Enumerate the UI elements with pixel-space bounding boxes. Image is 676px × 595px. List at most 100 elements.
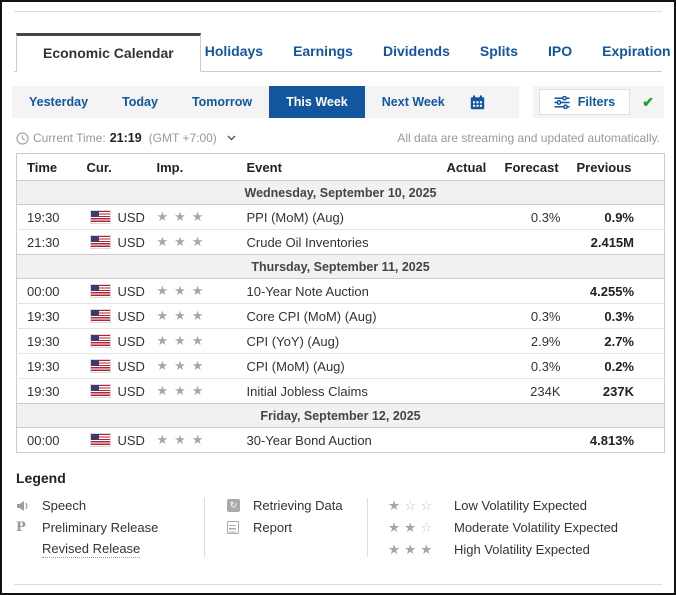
- toolbar-right: Filters ✔: [533, 86, 664, 118]
- day-section-header: Friday, September 12, 2025: [17, 404, 665, 428]
- event-name[interactable]: Crude Oil Inventories: [239, 230, 439, 255]
- event-currency: USD: [79, 279, 149, 304]
- event-actual: [439, 428, 497, 453]
- legend-column-releases: Speech PPreliminary Release Revised Releas…: [16, 498, 204, 557]
- event-name[interactable]: 10-Year Note Auction: [239, 279, 439, 304]
- table-header-row: Time Cur. Imp. Event Actual Forecast Pre…: [17, 154, 665, 181]
- legend-item: Revised Release: [16, 542, 204, 557]
- report-icon: [227, 521, 253, 534]
- event-time: 19:30: [17, 304, 79, 329]
- legend-item: Speech: [16, 498, 204, 513]
- col-header-time: Time: [17, 154, 79, 181]
- tab-earnings[interactable]: Earnings: [289, 43, 357, 71]
- range-button-this-week[interactable]: This Week: [269, 86, 365, 118]
- event-row[interactable]: 19:30USD★★★CPI (MoM) (Aug)0.3%0.2%: [17, 354, 665, 379]
- event-name[interactable]: CPI (YoY) (Aug): [239, 329, 439, 354]
- calendar-icon[interactable]: [462, 86, 493, 118]
- tab-splits[interactable]: Splits: [476, 43, 522, 71]
- legend-label[interactable]: Revised Release: [42, 541, 140, 558]
- legend-label: Low Volatility Expected: [454, 498, 587, 513]
- tab-dividends[interactable]: Dividends: [379, 43, 454, 71]
- legend-label: Report: [253, 520, 292, 535]
- us-flag-icon: [91, 385, 110, 397]
- legend-label: Retrieving Data: [253, 498, 343, 513]
- event-name[interactable]: Core CPI (MoM) (Aug): [239, 304, 439, 329]
- event-row[interactable]: 19:30USD★★★Initial Jobless Claims234K237…: [17, 379, 665, 404]
- event-name[interactable]: Initial Jobless Claims: [239, 379, 439, 404]
- event-currency: USD: [79, 329, 149, 354]
- legend-volatility-item: ★★☆Moderate Volatility Expected: [388, 520, 618, 535]
- tab-economic-calendar[interactable]: Economic Calendar: [16, 33, 201, 72]
- chevron-down-icon[interactable]: [227, 135, 236, 141]
- event-time: 00:00: [17, 428, 79, 453]
- day-section-header: Wednesday, September 10, 2025: [17, 181, 665, 205]
- tab-holidays[interactable]: Holidays: [201, 43, 267, 71]
- event-previous: 237K: [569, 379, 665, 404]
- event-row[interactable]: 21:30USD★★★Crude Oil Inventories2.415M: [17, 230, 665, 255]
- event-time: 19:30: [17, 379, 79, 404]
- us-flag-icon: [91, 335, 110, 347]
- col-header-currency: Cur.: [79, 154, 149, 181]
- current-time-control[interactable]: Current Time: 21:19 (GMT +7:00): [16, 131, 236, 145]
- status-row: Current Time: 21:19 (GMT +7:00) All data…: [16, 131, 660, 145]
- event-name[interactable]: CPI (MoM) (Aug): [239, 354, 439, 379]
- event-actual: [439, 304, 497, 329]
- volatility-stars-icon: ★★☆: [388, 520, 454, 536]
- event-currency: USD: [79, 304, 149, 329]
- legend-item: Report: [227, 520, 367, 535]
- legend-item: PPreliminary Release: [16, 520, 204, 535]
- streaming-note: All data are streaming and updated autom…: [397, 131, 660, 145]
- toolbar: YesterdayTodayTomorrowThis WeekNext Week…: [12, 86, 664, 118]
- tab-expiration[interactable]: Expiration: [598, 43, 674, 71]
- green-check-icon: ✔: [642, 94, 654, 111]
- event-forecast: 2.9%: [497, 329, 569, 354]
- event-time: 19:30: [17, 329, 79, 354]
- event-forecast: [497, 230, 569, 255]
- range-button-today[interactable]: Today: [105, 86, 175, 118]
- event-row[interactable]: 00:00USD★★★10-Year Note Auction4.255%: [17, 279, 665, 304]
- importance-stars: ★★★: [149, 279, 239, 304]
- event-forecast: 0.3%: [497, 205, 569, 230]
- legend-column-data-types: ↻Retrieving Data Report: [204, 498, 367, 557]
- bottom-divider: [14, 584, 662, 585]
- event-name[interactable]: 30-Year Bond Auction: [239, 428, 439, 453]
- volatility-stars-icon: ★☆☆: [388, 498, 454, 514]
- col-header-actual: Actual: [439, 154, 497, 181]
- event-previous: 0.2%: [569, 354, 665, 379]
- event-row[interactable]: 19:30USD★★★CPI (YoY) (Aug)2.9%2.7%: [17, 329, 665, 354]
- importance-stars: ★★★: [149, 304, 239, 329]
- event-currency: USD: [79, 205, 149, 230]
- event-forecast: 234K: [497, 379, 569, 404]
- legend-section: Legend Speech PPreliminary Release Revised…: [16, 470, 660, 557]
- event-name[interactable]: PPI (MoM) (Aug): [239, 205, 439, 230]
- tab-ipo[interactable]: IPO: [544, 43, 576, 71]
- importance-stars: ★★★: [149, 428, 239, 453]
- event-row[interactable]: 19:30USD★★★Core CPI (MoM) (Aug)0.3%0.3%: [17, 304, 665, 329]
- event-currency: USD: [79, 354, 149, 379]
- event-time: 19:30: [17, 354, 79, 379]
- day-section-row: Thursday, September 11, 2025: [17, 255, 665, 279]
- legend-volatility-item: ★☆☆Low Volatility Expected: [388, 498, 618, 513]
- importance-stars: ★★★: [149, 354, 239, 379]
- us-flag-icon: [91, 310, 110, 322]
- event-row[interactable]: 00:00USD★★★30-Year Bond Auction4.813%: [17, 428, 665, 453]
- event-currency: USD: [79, 379, 149, 404]
- event-row[interactable]: 19:30USD★★★PPI (MoM) (Aug)0.3%0.9%: [17, 205, 665, 230]
- day-section-row: Friday, September 12, 2025: [17, 404, 665, 428]
- col-header-forecast: Forecast: [497, 154, 569, 181]
- range-button-next-week[interactable]: Next Week: [365, 86, 462, 118]
- day-section-row: Wednesday, September 10, 2025: [17, 181, 665, 205]
- filters-button[interactable]: Filters: [539, 89, 631, 115]
- current-time-value: 21:19: [110, 131, 142, 145]
- event-previous: 4.813%: [569, 428, 665, 453]
- range-button-tomorrow[interactable]: Tomorrow: [175, 86, 269, 118]
- range-button-yesterday[interactable]: Yesterday: [12, 86, 105, 118]
- retrieving-data-icon: ↻: [227, 499, 253, 512]
- legend-title: Legend: [16, 470, 660, 486]
- clock-icon: [16, 132, 29, 145]
- timezone-label: (GMT +7:00): [149, 131, 217, 145]
- legend-label: Speech: [42, 498, 86, 513]
- speech-icon: [16, 500, 42, 512]
- col-header-previous: Previous: [569, 154, 665, 181]
- legend-columns: Speech PPreliminary Release Revised Releas…: [16, 498, 660, 557]
